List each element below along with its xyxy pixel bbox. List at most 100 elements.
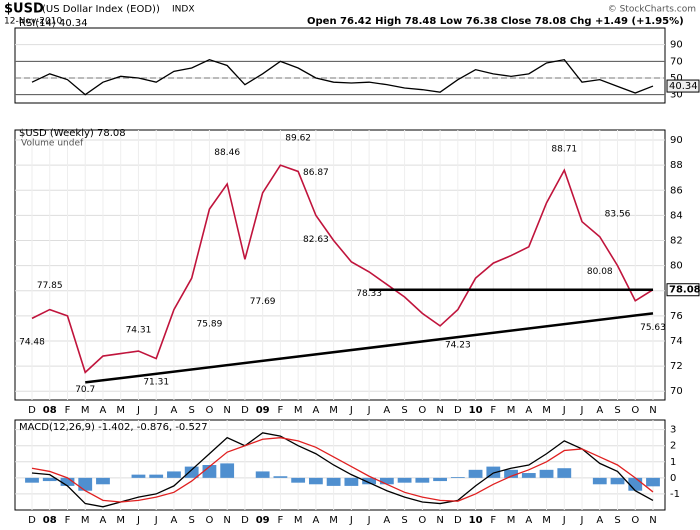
- histogram-bar: [379, 477, 394, 485]
- y-tick-label: 1: [670, 457, 676, 468]
- histogram-bar: [450, 477, 465, 478]
- histogram-bar: [344, 477, 359, 486]
- histogram-bar: [273, 476, 288, 478]
- series-line: [31, 432, 654, 508]
- price-annotation: 71.31: [143, 377, 169, 387]
- y-tick-label: 84: [670, 210, 683, 221]
- y-tick-label: 50: [670, 73, 683, 84]
- x-tick-label: A: [100, 515, 107, 526]
- histogram-bar: [539, 469, 554, 478]
- price-annotation: 88.46: [214, 148, 240, 158]
- panel-title: RSI(14) 40.34: [19, 18, 88, 29]
- x-tick-label: A: [596, 405, 603, 416]
- y-tick-label: 2: [670, 441, 676, 452]
- x-tick-label: J: [562, 515, 566, 526]
- x-tick-label: S: [614, 405, 620, 416]
- histogram-bar: [202, 465, 217, 478]
- histogram-bar: [96, 477, 110, 485]
- x-tick-label: N: [649, 405, 656, 416]
- histogram-bar: [78, 477, 93, 491]
- x-tick-label: M: [542, 515, 551, 526]
- price-annotation: 89.62: [285, 133, 311, 143]
- histogram-bar: [60, 477, 75, 486]
- x-tick-label: J: [580, 515, 584, 526]
- x-tick-label: D: [28, 405, 36, 416]
- y-tick-label: 70: [670, 56, 683, 67]
- x-tick-label: N: [436, 405, 443, 416]
- histogram-bar: [504, 469, 518, 478]
- histogram-bar: [291, 477, 306, 483]
- x-tick-label: J: [367, 405, 371, 416]
- x-tick-label: D: [241, 515, 249, 526]
- date: 12-Nov-2010: [4, 17, 62, 27]
- x-tick-label: 08: [43, 515, 57, 526]
- trendline: [85, 312, 654, 384]
- x-tick-label: J: [136, 405, 140, 416]
- x-tick-label: O: [205, 405, 213, 416]
- x-tick-label: S: [614, 515, 620, 526]
- series-line: [31, 437, 654, 503]
- x-tick-label: N: [436, 515, 443, 526]
- x-tick-label: O: [418, 515, 426, 526]
- y-tick-label: 80: [670, 261, 683, 272]
- histogram-bar: [362, 477, 377, 485]
- y-tick-label: 88: [670, 160, 683, 171]
- histogram-bar: [397, 477, 412, 483]
- histogram-bar: [131, 474, 146, 478]
- histogram-bar: [610, 477, 625, 485]
- last-value-box: [666, 79, 700, 93]
- panel: [14, 419, 666, 511]
- y-tick-label: 86: [670, 185, 683, 196]
- price-annotation: 77.85: [37, 281, 63, 291]
- histogram-bar: [557, 468, 572, 478]
- x-tick-label: J: [349, 405, 353, 416]
- histogram-bar: [184, 466, 199, 478]
- price-annotation: 83.56: [605, 209, 631, 219]
- y-tick-label: 74: [670, 336, 683, 347]
- price-annotation: 74.48: [19, 337, 45, 347]
- x-tick-label: A: [525, 515, 532, 526]
- y-tick-label: 30: [670, 90, 683, 101]
- credit: © StockCharts.com: [608, 5, 696, 15]
- price-annotation: 86.87: [303, 168, 329, 178]
- last-value: 40.34: [669, 81, 698, 92]
- x-tick-label: O: [631, 515, 639, 526]
- x-tick-label: O: [205, 515, 213, 526]
- price-annotation: 78.33: [356, 289, 382, 299]
- x-tick-label: J: [154, 405, 158, 416]
- x-tick-label: M: [329, 515, 338, 526]
- x-tick-label: F: [278, 515, 284, 526]
- price-annotation: 70.7: [75, 385, 95, 395]
- x-tick-label: D: [241, 405, 249, 416]
- x-tick-label: N: [223, 405, 230, 416]
- histogram-bar: [486, 466, 501, 478]
- x-tick-label: 09: [256, 405, 270, 416]
- panel-subtitle: Volume undef: [21, 139, 84, 149]
- y-tick-label: 76: [670, 311, 683, 322]
- price-annotation: 77.69: [250, 297, 276, 307]
- x-tick-label: D: [454, 515, 462, 526]
- histogram-bar: [25, 477, 39, 483]
- x-tick-label: 09: [256, 515, 270, 526]
- last-value-box: [666, 283, 700, 297]
- x-tick-label: M: [507, 515, 516, 526]
- x-tick-label: S: [401, 515, 407, 526]
- x-tick-label: F: [65, 515, 71, 526]
- x-tick-label: M: [116, 405, 125, 416]
- x-tick-label: M: [507, 405, 516, 416]
- panel: [14, 27, 666, 104]
- histogram-bar: [468, 469, 483, 478]
- x-tick-label: N: [649, 515, 656, 526]
- histogram-bar: [42, 477, 57, 482]
- x-tick-label: A: [312, 515, 319, 526]
- x-tick-label: M: [542, 405, 551, 416]
- x-tick-label: D: [28, 515, 36, 526]
- x-tick-label: J: [367, 515, 371, 526]
- price-annotation: 74.23: [445, 341, 471, 351]
- x-tick-label: 08: [43, 405, 57, 416]
- x-tick-label: A: [100, 405, 107, 416]
- histogram-bar: [628, 477, 643, 491]
- x-tick-label: A: [171, 515, 178, 526]
- last-value: 78.08: [669, 285, 700, 296]
